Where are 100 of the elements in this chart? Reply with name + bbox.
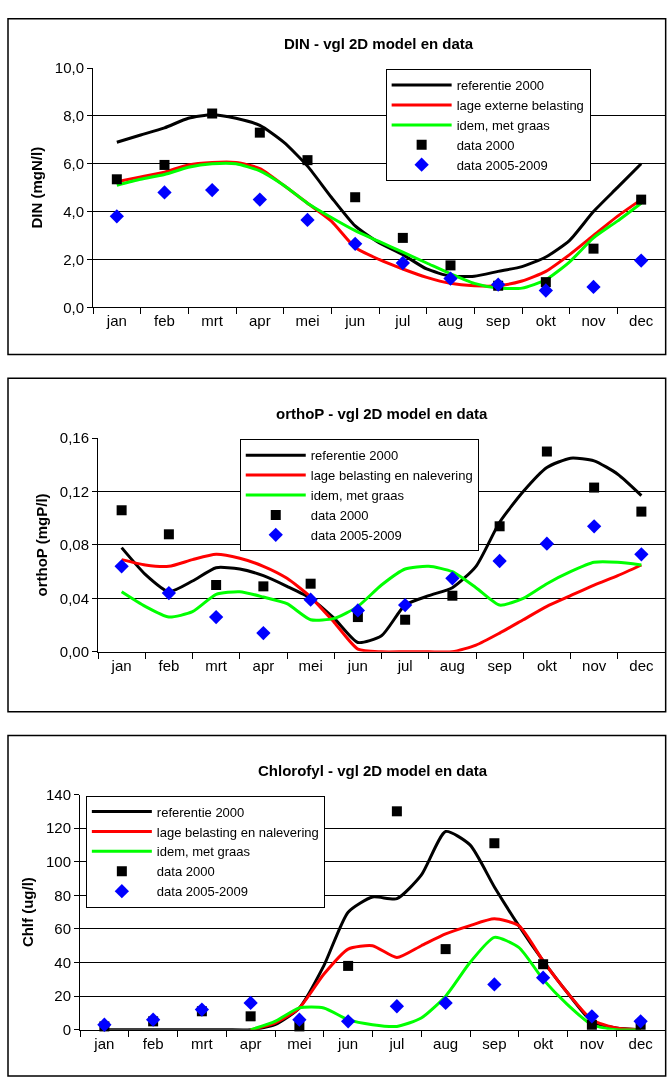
point: [348, 236, 363, 252]
legend-label: data 2000: [456, 137, 515, 153]
point: [163, 529, 174, 540]
point: [438, 995, 453, 1011]
point: [350, 192, 361, 203]
y-tick-label: 40: [54, 953, 71, 971]
y-tick-label: 6,0: [63, 154, 84, 172]
point: [539, 536, 555, 551]
x-tick-label: mrt: [201, 312, 224, 330]
y-tick-label: 0,12: [59, 482, 89, 500]
line-series: [120, 560, 643, 622]
point: [114, 559, 129, 574]
point: [538, 959, 549, 970]
point: [300, 212, 315, 228]
point: [588, 243, 599, 254]
point: [489, 838, 500, 849]
x-tick-label: jul: [388, 1034, 405, 1052]
y-tick-label: 0,04: [59, 589, 89, 607]
x-tick-label: jan: [110, 656, 132, 674]
point: [243, 995, 258, 1011]
x-tick-label: sep: [482, 1034, 507, 1052]
point: [487, 977, 502, 992]
x-tick-label: okt: [533, 1034, 554, 1052]
point: [256, 625, 271, 641]
point: [589, 482, 600, 493]
point: [400, 614, 411, 625]
x-tick-label: jul: [394, 312, 411, 330]
point: [636, 194, 647, 205]
legend-label: data 2005-2009: [456, 157, 548, 173]
x-tick-label: feb: [154, 312, 175, 330]
y-tick-label: 20: [54, 987, 71, 1005]
legend-label: data 2000: [310, 507, 369, 523]
point: [636, 506, 647, 517]
x-tick-label: jan: [105, 312, 127, 330]
point: [350, 603, 366, 618]
point: [340, 1014, 356, 1029]
point: [395, 255, 410, 271]
y-tick-label: 0: [62, 1021, 71, 1039]
point: [634, 547, 649, 562]
x-tick-label: nov: [579, 1034, 605, 1052]
point: [211, 580, 222, 591]
point: [538, 283, 553, 298]
x-tick-label: mei: [298, 656, 323, 674]
y-tick-label: 0,00: [59, 643, 89, 661]
x-tick-label: sep: [487, 656, 512, 674]
x-tick-label: mrt: [205, 656, 228, 674]
point: [586, 519, 602, 534]
x-tick-label: apr: [239, 1034, 262, 1052]
point: [633, 1014, 648, 1029]
y-tick-label: 120: [45, 819, 71, 837]
x-tick-label: aug: [433, 1034, 459, 1052]
point: [305, 578, 316, 589]
point: [161, 585, 177, 601]
x-tick-label: nov: [581, 312, 607, 330]
point: [586, 279, 601, 295]
point: [145, 1012, 161, 1027]
point: [254, 127, 265, 138]
point: [440, 944, 451, 955]
legend-label: lage belasting en nalevering: [310, 468, 473, 484]
point: [245, 1011, 256, 1022]
point: [109, 209, 124, 224]
y-tick-label: 100: [45, 852, 71, 870]
chart-title: DIN - vgl 2D model en data: [284, 35, 474, 52]
point: [303, 592, 318, 607]
point: [447, 590, 458, 601]
point: [111, 174, 122, 185]
point: [258, 581, 269, 592]
y-tick-label: 0,0: [63, 298, 84, 316]
point: [492, 553, 507, 569]
x-tick-label: apr: [248, 312, 271, 330]
legend-label: data 2005-2009: [156, 884, 248, 900]
point: [159, 159, 170, 170]
x-tick-label: dec: [628, 1034, 654, 1052]
point: [343, 960, 354, 971]
x-tick-label: mei: [287, 1034, 312, 1052]
point: [494, 521, 505, 532]
x-tick-label: mei: [295, 312, 320, 330]
x-tick-label: nov: [582, 656, 607, 674]
y-tick-label: 10,0: [54, 59, 84, 77]
point: [194, 1002, 210, 1017]
point: [535, 970, 551, 985]
point: [541, 446, 552, 457]
x-tick-label: apr: [252, 656, 275, 674]
x-tick-label: jun: [344, 312, 366, 330]
y-tick-label: 0,16: [59, 429, 89, 447]
legend-label: data 2000: [156, 864, 215, 880]
y-tick-label: 60: [54, 920, 71, 938]
x-tick-label: sep: [486, 312, 511, 330]
point: [397, 597, 413, 613]
y-tick-label: 4,0: [63, 202, 84, 220]
point: [445, 260, 456, 271]
x-tick-label: jun: [337, 1034, 359, 1052]
legend-label: idem, met graas: [456, 117, 551, 133]
y-axis-title: DIN (mgN/l): [28, 146, 46, 229]
legend-label: idem, met graas: [156, 844, 251, 860]
point: [391, 806, 402, 817]
point: [389, 999, 405, 1014]
point: [634, 253, 649, 268]
point: [252, 192, 267, 207]
point: [116, 505, 127, 516]
